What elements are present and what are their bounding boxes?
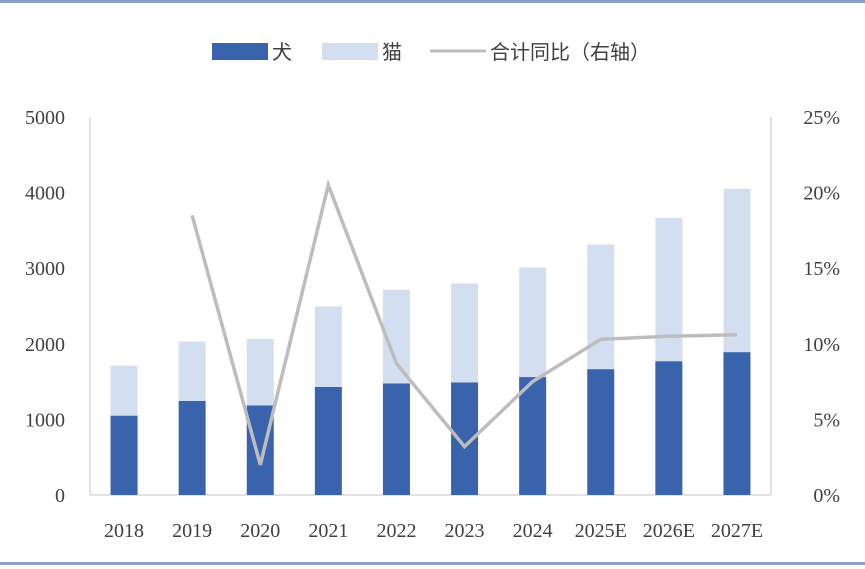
legend-swatch-cat [322,43,378,60]
x-tick-label: 2024 [513,520,553,542]
bar-cat-2024 [519,267,547,378]
bars [110,188,751,495]
bar-dog-2026E [655,361,683,495]
bar-dog-2024 [519,377,547,495]
bar-cat-2019 [178,341,206,401]
bar-dog-2027E [723,352,751,495]
x-tick-label: 2023 [445,520,485,542]
y-right-tick-label: 15% [803,258,840,280]
y-left-tick-label: 5000 [25,107,65,129]
legend-label-dog: 犬 [272,40,292,64]
x-tick-label: 2025E [575,520,627,542]
y-right-tick-label: 5% [813,409,840,431]
bar-cat-2026E [655,217,683,362]
legend-label-cat: 猫 [382,40,402,64]
bar-dog-2018 [110,415,138,495]
y-left-tick-label: 3000 [25,258,65,280]
bar-dog-2021 [314,386,342,495]
y-left-tick-label: 2000 [25,334,65,356]
legend: 犬 猫 合计同比（右轴） [212,40,650,64]
tick-labels: 0 1000 2000 3000 4000 5000 0% 5% 10% 15% 20% 25% 201… [25,107,840,542]
x-tick-label: 2021 [308,520,348,542]
y-right-tick-label: 25% [803,107,840,129]
legend-label-yoy: 合计同比（右轴） [490,40,650,64]
yoy-line [190,179,737,466]
bar-cat-2018 [110,365,138,416]
bar-cat-2023 [451,283,479,383]
bar-dog-2025E [587,369,615,495]
y-left-tick-label: 1000 [25,409,65,431]
y-left-tick-label: 0 [55,485,65,507]
top-border [0,0,865,3]
legend-swatch-dog [212,43,268,60]
y-right-tick-label: 0% [813,485,840,507]
x-tick-label: 2027E [711,520,763,542]
bar-cat-2020 [246,338,274,406]
y-right-tick-label: 10% [803,334,840,356]
bar-cat-2021 [314,306,342,387]
bar-cat-2027E [723,188,751,353]
x-tick-label: 2019 [172,520,212,542]
bottom-border [0,562,865,565]
x-tick-label: 2026E [643,520,695,542]
bar-cat-2025E [587,244,615,370]
bar-dog-2019 [178,400,206,495]
x-tick-label: 2022 [376,520,416,542]
x-tick-label: 2020 [240,520,280,542]
bar-dog-2022 [382,383,410,495]
y-right-tick-label: 20% [803,183,840,205]
yoy-line-layer [190,179,737,466]
x-tick-label: 2018 [104,520,144,542]
y-left-tick-label: 4000 [25,183,65,205]
bar-dog-2020 [246,405,274,495]
